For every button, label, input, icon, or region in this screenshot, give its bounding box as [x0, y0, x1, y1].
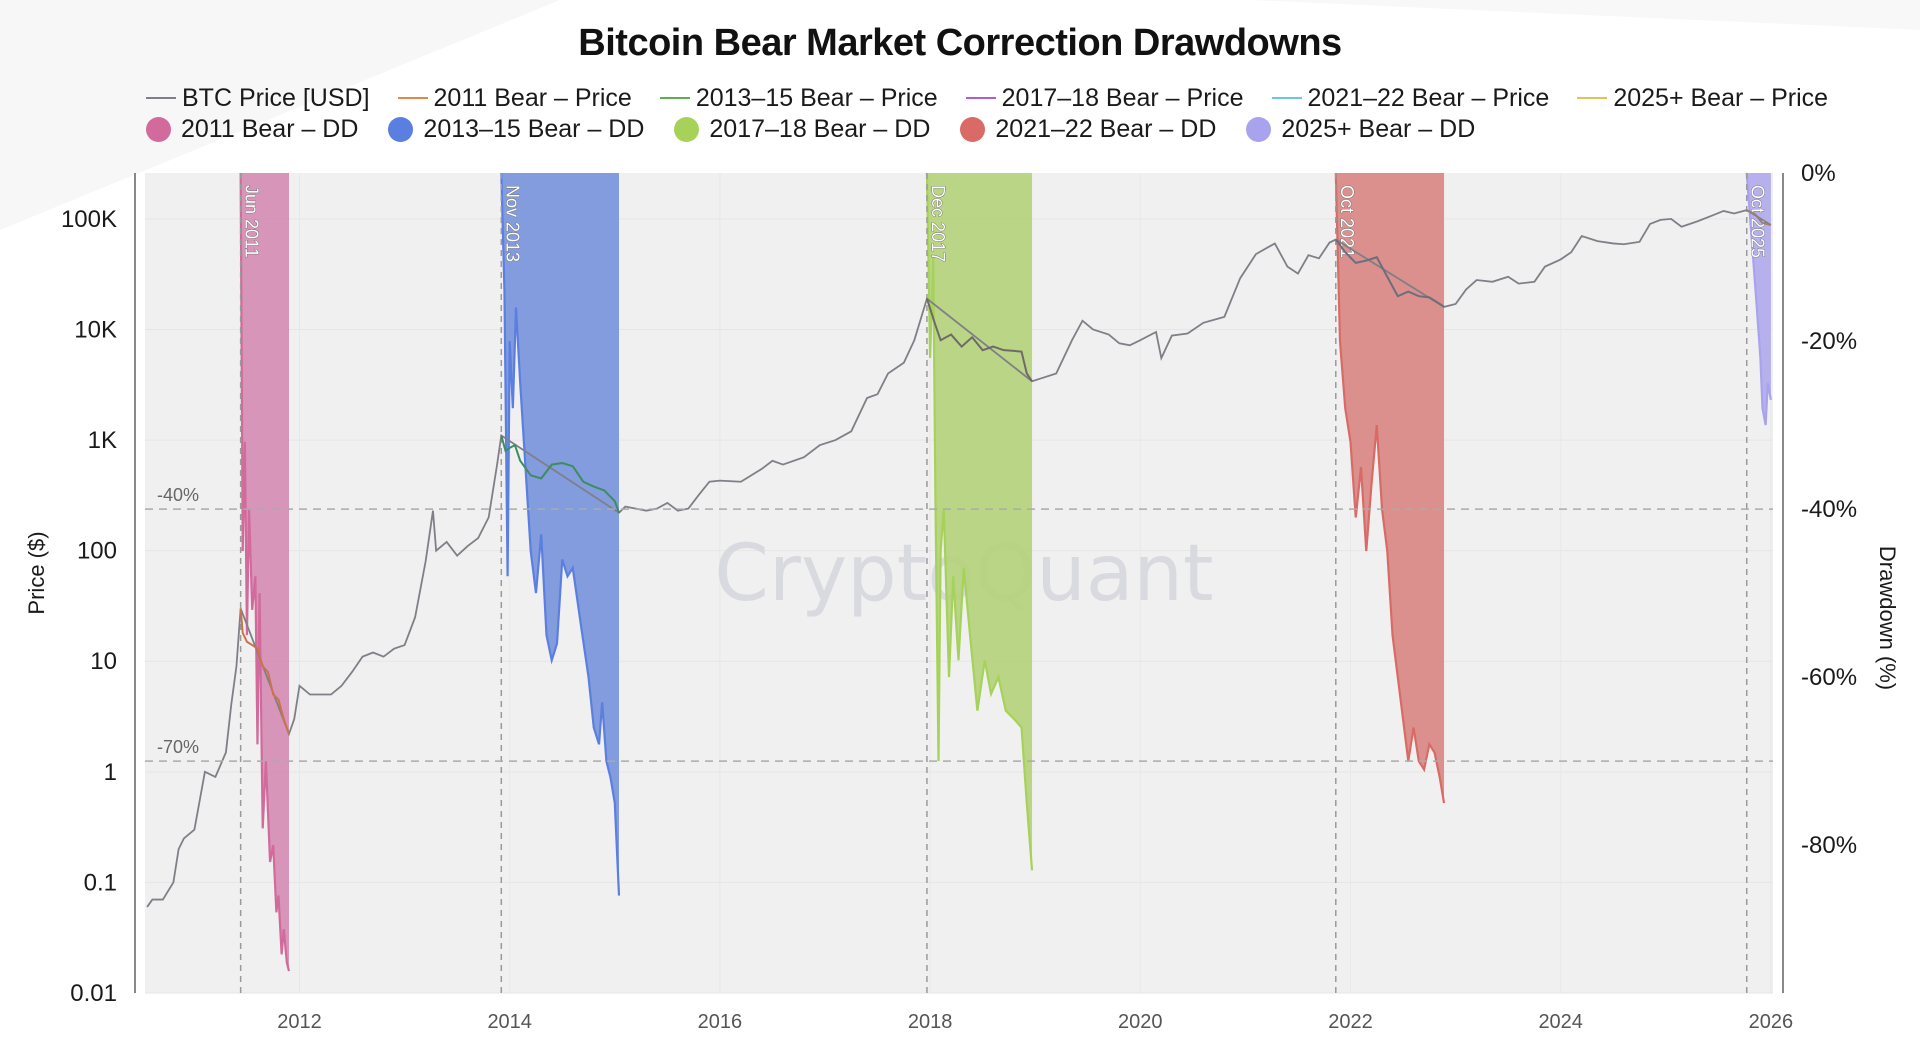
legend-item[interactable]: 2021–22 Bear – Price	[1271, 83, 1550, 113]
legend-dot-swatch	[146, 116, 171, 142]
legend-line-swatch	[659, 97, 690, 99]
legend-line-swatch	[146, 97, 176, 99]
y2-tick-label: 0%	[1801, 160, 1836, 187]
bear-market-0: Jun 2011	[239, 172, 291, 993]
bear-price-line	[925, 298, 1033, 382]
legend-label: 2025+ Bear – Price	[1613, 83, 1829, 112]
y2-tick-label: -60%	[1801, 664, 1857, 691]
y-tick-label: 1	[104, 759, 117, 786]
legend-label: 2017–18 Bear – DD	[709, 114, 931, 143]
legend-label: 2021–22 Bear – DD	[995, 114, 1217, 143]
y2-tick-label: -80%	[1801, 832, 1857, 859]
legend-label: BTC Price [USD]	[182, 83, 370, 112]
legend-dot-swatch	[1246, 116, 1272, 142]
drawdown-area	[240, 173, 289, 972]
y-tick-label: 100	[77, 538, 117, 565]
legend-item[interactable]: 2013–15 Bear – DD	[388, 115, 644, 144]
legend-line-swatch	[397, 97, 428, 99]
drawdown-area	[1335, 173, 1445, 804]
legend-label: 2021–22 Bear – Price	[1307, 83, 1550, 112]
legend-label: 2025+ Bear – DD	[1281, 114, 1476, 143]
bear-price-line	[239, 608, 290, 735]
bear-market-3: Oct 2021	[1334, 172, 1446, 993]
x-tick-label: 2024	[1538, 1011, 1583, 1033]
legend-line-swatch	[1271, 97, 1302, 99]
bear-price-line	[1334, 238, 1445, 308]
legend-line-swatch	[965, 97, 996, 99]
legend-dot-swatch	[960, 116, 986, 142]
y-tick-label: 100K	[61, 206, 117, 233]
bear-start-label: Dec 2017	[928, 185, 948, 262]
y-tick-label: 0.1	[84, 869, 117, 896]
y-axis-title: Price ($)	[24, 531, 49, 614]
bear-market-1: Nov 2013	[500, 172, 621, 993]
legend-item[interactable]: 2013–15 Bear – Price	[659, 83, 938, 113]
x-tick-label: 2014	[487, 1011, 532, 1033]
x-tick-label: 2026	[1749, 1011, 1794, 1033]
drawdown-line	[1745, 172, 1772, 426]
y-tick-label: 10K	[74, 316, 117, 343]
legend-item[interactable]: 2017–18 Bear – Price	[965, 83, 1244, 113]
y-tick-label: 0.01	[70, 980, 117, 1007]
drawdown-line	[925, 172, 1034, 871]
bear-market-2: Dec 2017	[925, 172, 1034, 993]
y2-axis-title: Drawdown (%)	[1875, 546, 1900, 690]
x-tick-label: 2016	[698, 1011, 743, 1033]
bear-start-label: Nov 2013	[502, 185, 522, 262]
y2-tick-label: -20%	[1801, 328, 1857, 355]
drawdown-area	[1746, 173, 1771, 426]
x-tick-label: 2012	[277, 1011, 322, 1033]
x-tick-label: 2022	[1328, 1011, 1373, 1033]
legend-row-drawdown: 2011 Bear – DD 2013–15 Bear – DD 2017–18 B…	[146, 114, 1505, 144]
reference-label: -40%	[157, 485, 199, 505]
y-tick-label: 10	[90, 648, 117, 675]
y2-tick-label: -40%	[1801, 496, 1857, 523]
x-tick-label: 2020	[1118, 1011, 1163, 1033]
legend-item[interactable]: 2025+ Bear – DD	[1246, 115, 1475, 144]
bear-price-line	[500, 435, 620, 514]
bear-market-4: Oct 2025	[1745, 172, 1772, 993]
legend-dot-swatch	[388, 116, 414, 142]
bear-start-label: Oct 2021	[1337, 185, 1357, 258]
legend-item[interactable]: 2025+ Bear – Price	[1577, 84, 1828, 113]
legend-item[interactable]: 2011 Bear – Price	[397, 83, 632, 113]
legend-label: 2013–15 Bear – Price	[695, 83, 938, 112]
chart-title: Bitcoin Bear Market Correction Drawdowns	[578, 22, 1342, 64]
bear-price-line	[1746, 209, 1772, 226]
legend-item[interactable]: BTC Price [USD]	[146, 84, 370, 113]
legend-label: 2011 Bear – Price	[433, 83, 632, 112]
legend-item[interactable]: 2011 Bear – DD	[146, 115, 358, 144]
drawdown-line	[239, 172, 291, 972]
x-tick-label: 2018	[908, 1011, 953, 1033]
drawdown-line	[500, 172, 621, 896]
drawdown-area	[501, 173, 620, 896]
drawdown-line	[1334, 172, 1446, 804]
drawdown-area	[926, 173, 1033, 871]
bear-start-label: Oct 2025	[1748, 185, 1768, 258]
bear-start-label: Jun 2011	[242, 185, 262, 258]
legend-label: 2013–15 Bear – DD	[423, 114, 645, 143]
reference-label: -70%	[157, 737, 199, 757]
legend-row-price: BTC Price [USD] 2011 Bear – Price 2013–15 …	[146, 83, 1856, 113]
y-tick-label: 1K	[88, 427, 117, 454]
legend-label: 2017–18 Bear – Price	[1001, 83, 1244, 112]
legend-item[interactable]: 2021–22 Bear – DD	[960, 115, 1216, 144]
legend-dot-swatch	[674, 116, 700, 142]
legend-label: 2011 Bear – DD	[181, 114, 359, 143]
btc-price-line	[146, 209, 1772, 908]
legend-line-swatch	[1577, 97, 1608, 99]
legend-item[interactable]: 2017–18 Bear – DD	[674, 115, 930, 144]
